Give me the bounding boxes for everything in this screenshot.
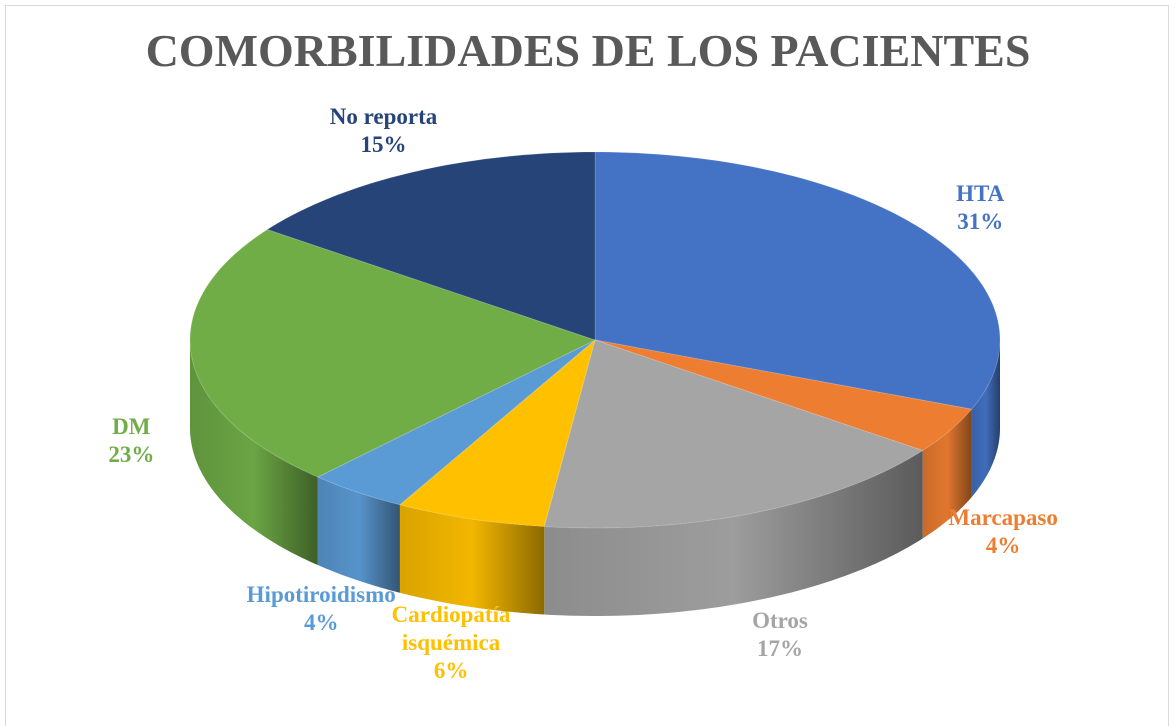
data-label: Marcapaso 4% <box>918 504 1088 560</box>
label-name: HTA <box>956 180 1005 206</box>
label-name: Hipotiroidismo <box>246 582 396 608</box>
label-value: 4% <box>985 533 1021 559</box>
data-label: HTA 31% <box>895 180 1065 236</box>
slice <box>398 338 596 528</box>
label-value: 23% <box>108 442 155 468</box>
data-label: DM 23% <box>46 413 216 469</box>
label-name: Otros <box>752 607 808 633</box>
slice-side-shade <box>922 409 972 539</box>
data-label: No reporta 15% <box>299 103 469 159</box>
data-label: Hipotiroidismo 4% <box>236 581 406 637</box>
label-value: 17% <box>756 635 803 661</box>
slice <box>316 339 596 506</box>
slice <box>594 339 973 452</box>
slice-side-shade <box>399 504 545 615</box>
label-value: 15% <box>360 131 407 157</box>
label-name: DM <box>112 414 151 440</box>
slice <box>543 339 924 529</box>
slice-side-shade <box>317 477 400 593</box>
slice <box>594 151 1001 410</box>
slice <box>189 228 597 478</box>
slice-side-shade <box>544 450 923 616</box>
label-value: 31% <box>957 208 1004 234</box>
data-label: Otros 17% <box>695 607 865 663</box>
slice-side-shade <box>190 340 318 566</box>
label-name: Cardiopatía isquémica <box>391 601 511 655</box>
label-value: 6% <box>433 657 469 683</box>
chart-title: COMORBILIDADES DE LOS PACIENTES <box>145 25 1031 76</box>
label-name: Marcapaso <box>948 505 1058 531</box>
slice <box>266 151 596 341</box>
slice-side-shade <box>971 340 1000 498</box>
data-label: Cardiopatía isquémica 6% <box>381 601 521 685</box>
label-value: 4% <box>303 610 339 636</box>
label-name: No reporta <box>329 103 438 129</box>
frame <box>5 5 1169 726</box>
